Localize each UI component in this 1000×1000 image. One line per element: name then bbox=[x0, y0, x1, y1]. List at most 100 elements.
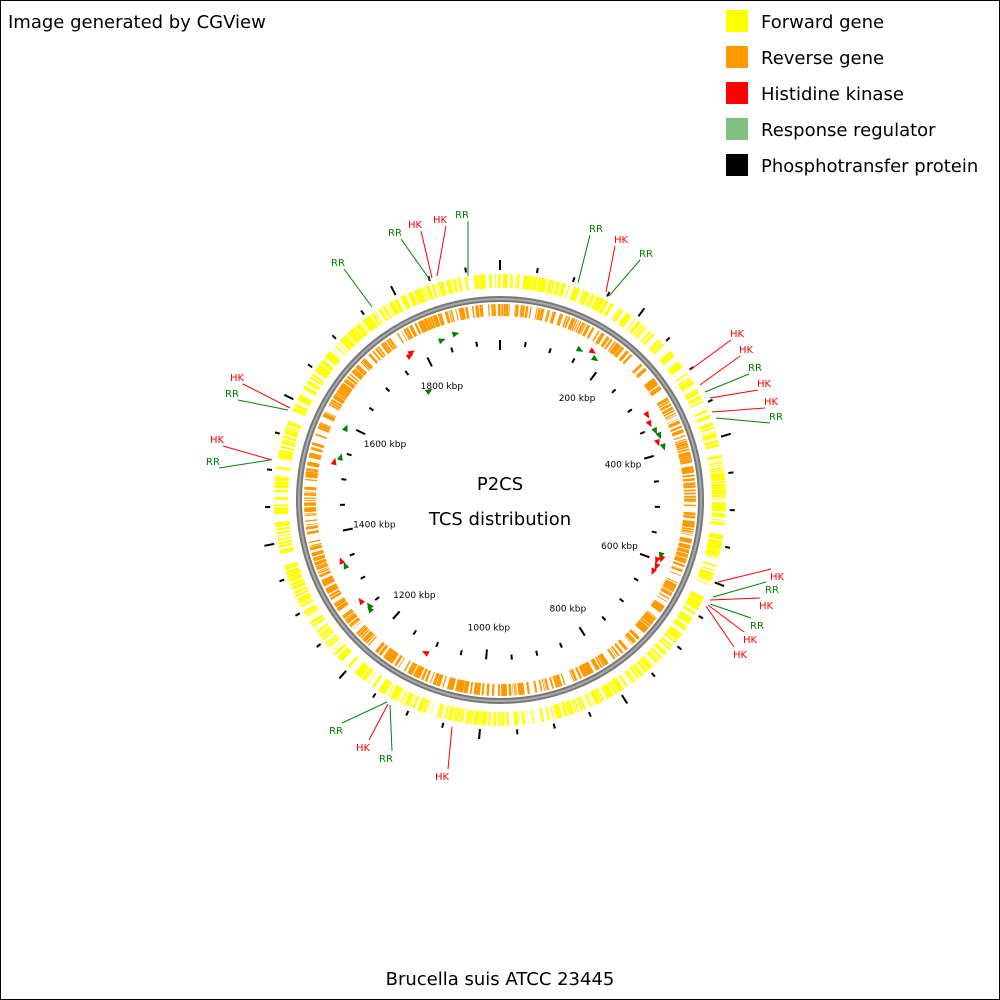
gene bbox=[682, 478, 695, 482]
gene bbox=[287, 420, 302, 429]
gene bbox=[523, 275, 528, 290]
gene bbox=[675, 442, 688, 448]
tcs-label: HK bbox=[764, 397, 779, 408]
gene bbox=[377, 346, 387, 357]
gene bbox=[290, 578, 305, 587]
gene bbox=[321, 360, 334, 371]
gene bbox=[699, 424, 714, 431]
gene bbox=[666, 577, 678, 584]
leader-line bbox=[699, 355, 741, 386]
gene bbox=[676, 549, 689, 554]
gene bbox=[648, 338, 660, 351]
gene bbox=[578, 696, 587, 710]
inner-tick bbox=[426, 356, 433, 367]
gene bbox=[315, 433, 327, 440]
gene bbox=[323, 579, 335, 587]
gene bbox=[587, 692, 595, 706]
tcs-marker bbox=[438, 338, 446, 345]
outer-tick bbox=[338, 670, 347, 680]
gene bbox=[681, 531, 694, 534]
inner-tick bbox=[374, 596, 380, 601]
gene bbox=[320, 628, 333, 639]
outer-tick bbox=[665, 336, 671, 342]
gene bbox=[544, 309, 549, 322]
gene bbox=[700, 426, 715, 433]
outer-tick bbox=[552, 723, 556, 729]
gene bbox=[328, 352, 340, 363]
outer-tick bbox=[698, 615, 704, 620]
tcs-marker bbox=[341, 424, 348, 433]
gene bbox=[471, 305, 475, 318]
legend-swatch bbox=[726, 46, 748, 68]
gene bbox=[600, 685, 609, 700]
gene bbox=[349, 373, 360, 383]
gene bbox=[526, 710, 530, 725]
gene bbox=[294, 405, 308, 413]
gene bbox=[540, 308, 545, 321]
tcs-label: RR bbox=[455, 210, 469, 221]
gene bbox=[339, 385, 351, 395]
gene bbox=[607, 681, 617, 695]
outer-tick bbox=[724, 545, 731, 549]
gene bbox=[340, 338, 352, 351]
gene bbox=[476, 710, 480, 725]
inner-tick bbox=[578, 626, 586, 637]
gene bbox=[640, 617, 651, 627]
gene bbox=[701, 430, 716, 437]
gene bbox=[411, 291, 418, 305]
gene bbox=[578, 665, 586, 678]
gene bbox=[583, 325, 590, 337]
gene bbox=[344, 335, 355, 347]
gene bbox=[351, 328, 362, 341]
gene bbox=[512, 683, 514, 696]
tcs-label: RR bbox=[748, 363, 762, 374]
gene bbox=[545, 706, 551, 721]
gene bbox=[591, 690, 600, 704]
legend-swatch bbox=[726, 118, 748, 140]
gene bbox=[680, 532, 693, 536]
gene bbox=[536, 277, 541, 292]
gene bbox=[344, 612, 355, 621]
gene bbox=[595, 298, 605, 312]
tcs-marker bbox=[655, 556, 661, 564]
gene bbox=[357, 626, 368, 637]
gene bbox=[297, 396, 312, 406]
gene bbox=[274, 486, 289, 489]
gene bbox=[439, 704, 445, 719]
gene bbox=[626, 669, 637, 682]
gene bbox=[681, 529, 694, 533]
tcs-marker bbox=[405, 353, 414, 360]
gene bbox=[590, 691, 598, 705]
gene bbox=[424, 318, 430, 331]
gene bbox=[609, 680, 618, 694]
gene bbox=[605, 683, 614, 697]
gene bbox=[326, 586, 339, 595]
gene bbox=[372, 674, 382, 688]
gene bbox=[669, 363, 683, 375]
gene bbox=[360, 361, 370, 371]
gene bbox=[442, 675, 448, 688]
gene bbox=[582, 291, 589, 306]
inner-tick bbox=[653, 480, 660, 483]
gene bbox=[299, 394, 313, 403]
gene bbox=[287, 570, 302, 578]
gene bbox=[710, 469, 725, 472]
tcs-label: RR bbox=[765, 585, 779, 596]
gene bbox=[662, 354, 674, 365]
gene bbox=[485, 711, 488, 726]
outer-tick bbox=[650, 672, 656, 678]
gene bbox=[430, 701, 436, 716]
gene bbox=[321, 575, 334, 583]
tcs-marker bbox=[588, 347, 597, 354]
gene bbox=[541, 278, 547, 293]
leader-line bbox=[709, 597, 761, 601]
gene bbox=[522, 275, 526, 290]
gene bbox=[696, 579, 710, 586]
gene bbox=[711, 514, 726, 518]
tcs-marker bbox=[330, 457, 337, 466]
gene bbox=[342, 382, 353, 391]
gene bbox=[417, 697, 424, 711]
inner-tick bbox=[385, 387, 391, 393]
tcs-label: HK bbox=[408, 220, 423, 231]
gene bbox=[330, 592, 342, 600]
